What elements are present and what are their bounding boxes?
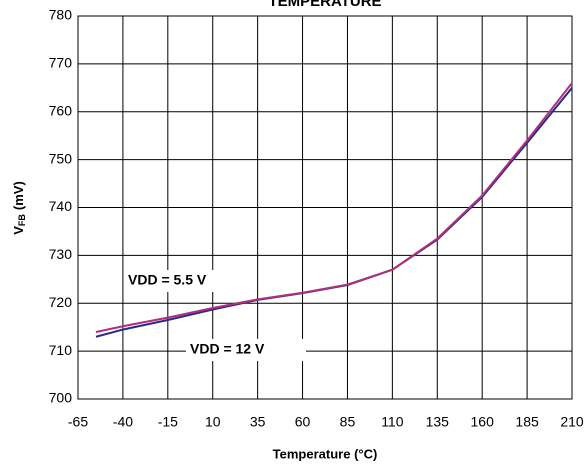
y-tick-label: 700 xyxy=(49,390,73,406)
x-tick-label: 160 xyxy=(471,414,495,430)
y-tick-label: 740 xyxy=(49,198,73,214)
x-tick-label: 185 xyxy=(515,414,539,430)
x-tick-label: 110 xyxy=(381,414,404,430)
y-label-subscript: FB xyxy=(17,214,27,226)
series-label: VDD = 12 V xyxy=(190,341,265,357)
x-tick-label: -40 xyxy=(113,414,133,430)
x-tick-label: 35 xyxy=(250,414,266,430)
x-tick-label: -65 xyxy=(68,414,88,430)
plot-border xyxy=(77,15,573,400)
x-tick-label: -15 xyxy=(158,414,178,430)
x-tick-label: 210 xyxy=(560,414,584,430)
x-axis-label: Temperature (°C) xyxy=(273,446,378,461)
y-tick-label: 730 xyxy=(49,246,73,262)
x-tick-label: 85 xyxy=(340,414,356,430)
x-tick-label: 135 xyxy=(426,414,450,430)
label-background xyxy=(186,339,306,361)
x-tick-label: 10 xyxy=(205,414,221,430)
y-tick-label: 770 xyxy=(49,55,73,71)
y-label-symbol: V xyxy=(11,226,26,235)
x-tick-label: 60 xyxy=(295,414,311,430)
series-label: VDD = 5.5 V xyxy=(128,272,207,288)
y-tick-label: 710 xyxy=(49,342,73,358)
label-background xyxy=(124,270,244,292)
y-tick-label: 750 xyxy=(49,150,73,166)
y-tick-label: 760 xyxy=(49,102,73,118)
series-line xyxy=(95,82,573,333)
y-tick-label: 720 xyxy=(49,294,73,310)
y-axis-label: VFB (mV) xyxy=(11,181,27,235)
y-tick-label: 780 xyxy=(49,7,73,23)
chart-title: TEMPERATURE xyxy=(268,0,381,10)
y-label-unit: (mV) xyxy=(11,181,26,210)
